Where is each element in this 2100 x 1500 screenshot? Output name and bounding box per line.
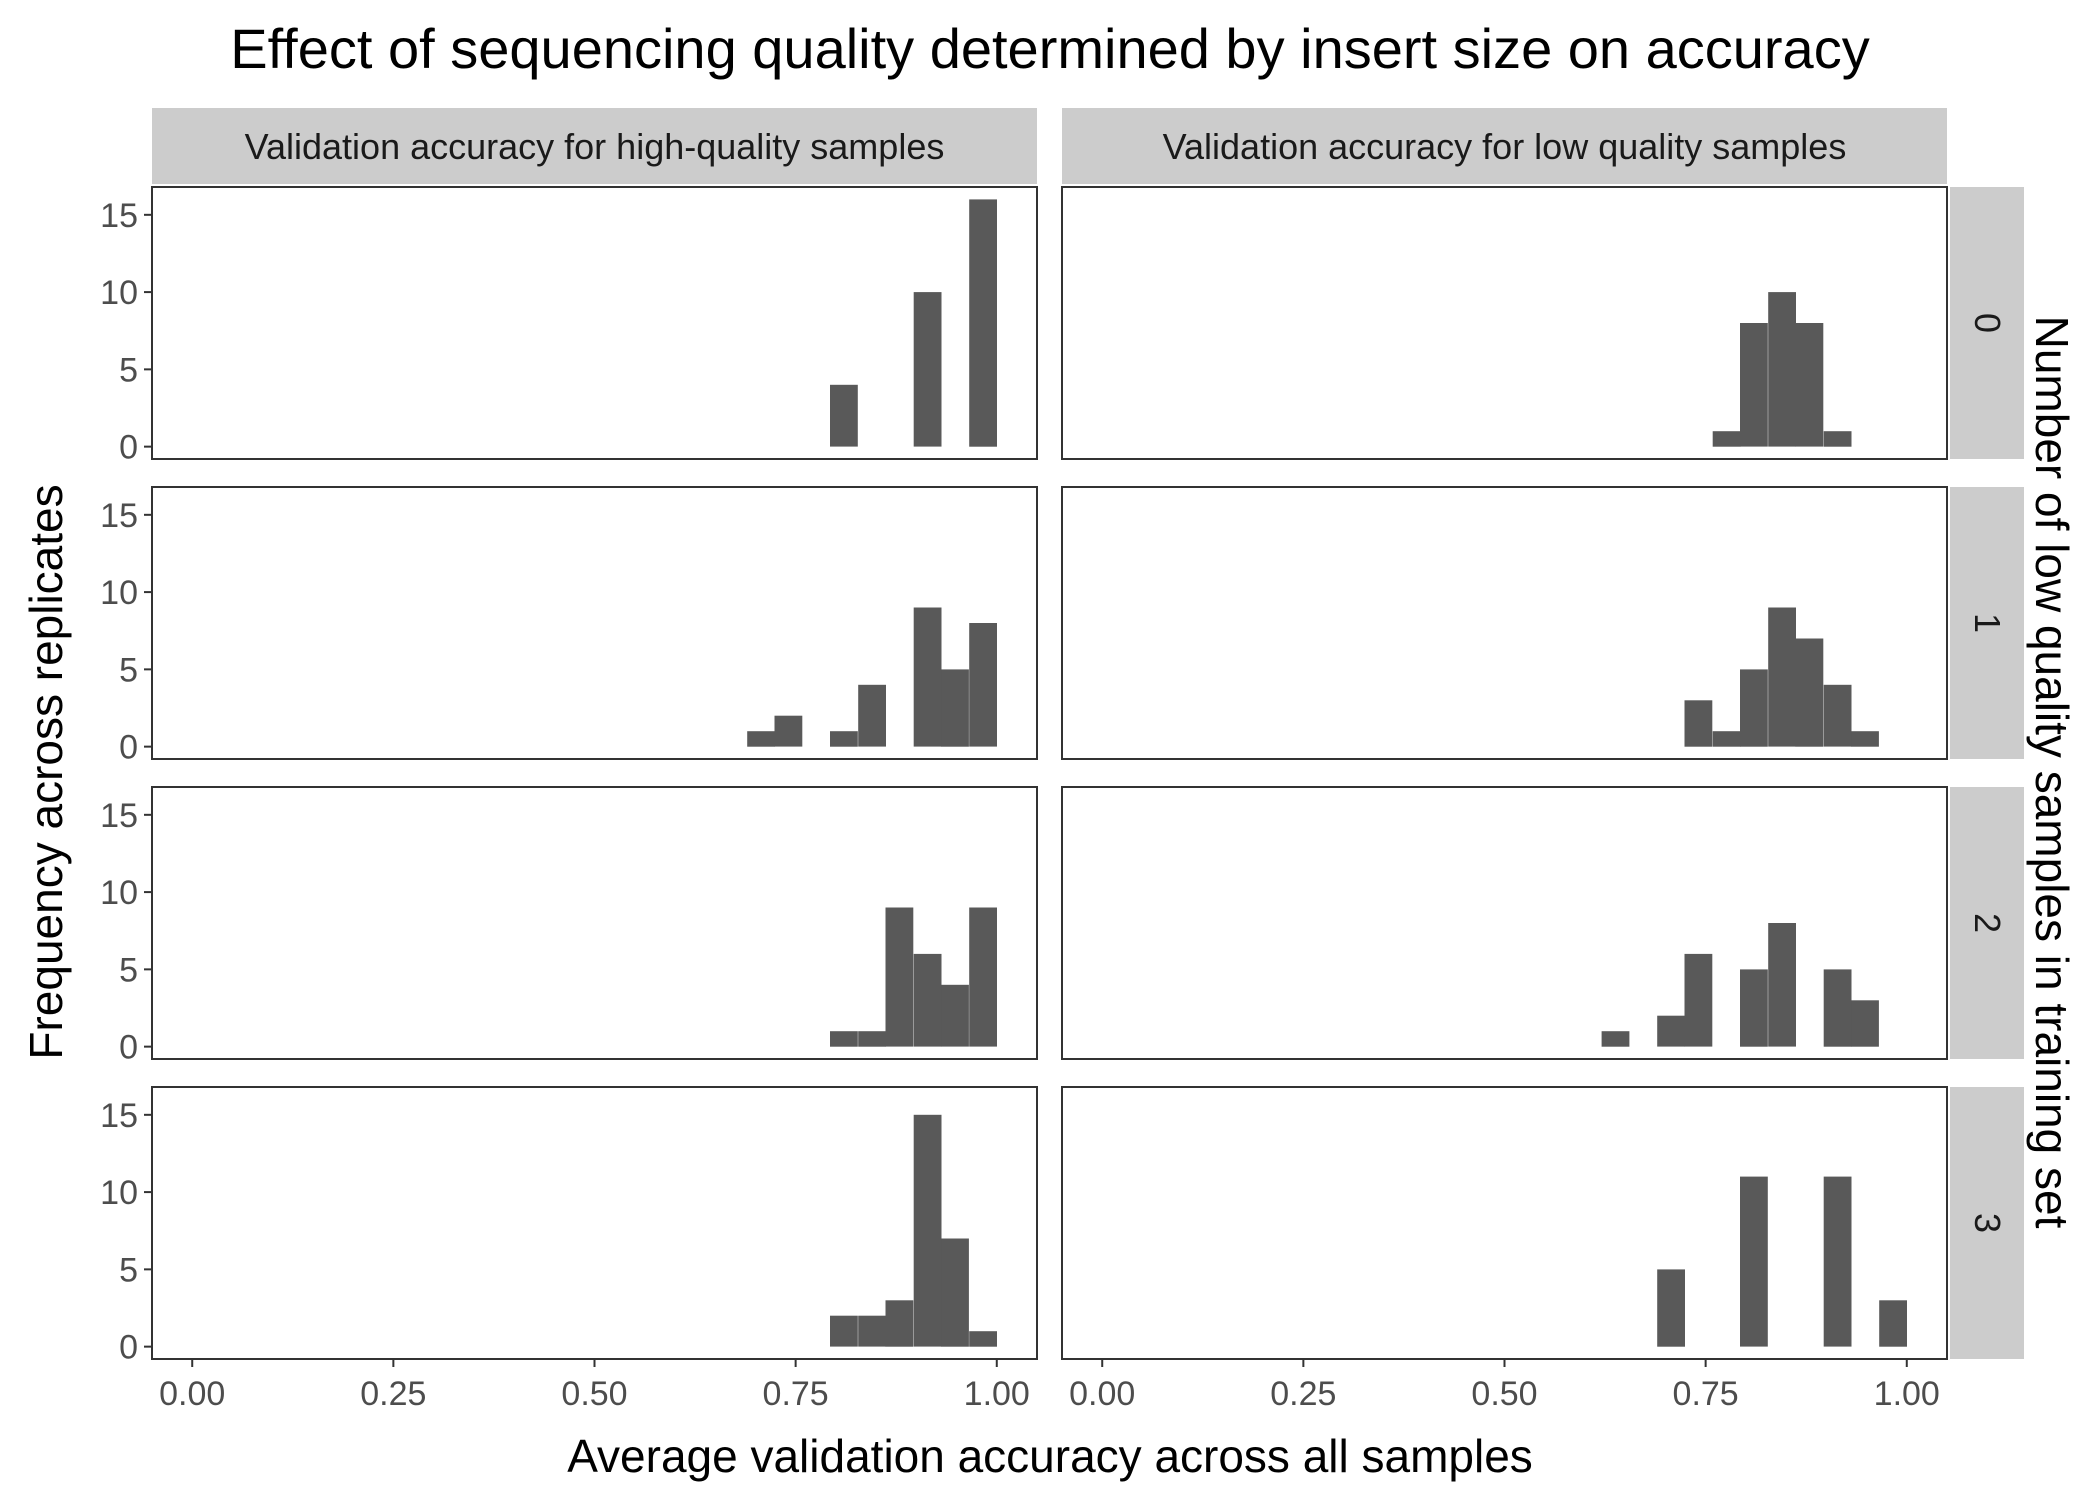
column-strip-2 xyxy=(1062,108,1947,184)
facet-panels: Validation accuracy for high-quality sam… xyxy=(100,108,2024,1413)
histogram-bar xyxy=(969,199,997,447)
histogram-bar xyxy=(1684,700,1713,747)
y-tick-label: 15 xyxy=(100,1097,138,1135)
histogram-bar xyxy=(885,1300,914,1347)
y-tick-label: 10 xyxy=(100,574,138,612)
panel-row3-col2 xyxy=(1061,1086,1948,1360)
histogram-bar xyxy=(747,731,775,747)
y-tick-label: 0 xyxy=(119,729,138,767)
histogram-bar xyxy=(858,1315,886,1347)
histogram-bar xyxy=(913,292,942,447)
histogram-bar xyxy=(1795,323,1824,447)
histogram-bar xyxy=(830,1031,858,1047)
panel-row1-col1 xyxy=(151,486,1038,760)
histogram-bar xyxy=(1684,953,1713,1047)
x-tick-label: 0.00 xyxy=(1069,1375,1135,1413)
row-strip-3 xyxy=(1950,1087,2024,1359)
histogram-bar xyxy=(1823,431,1852,447)
histogram-bar xyxy=(774,715,803,747)
y-tick-label: 0 xyxy=(119,429,138,467)
histogram-bar xyxy=(1823,1176,1852,1347)
x-tick-label: 0.25 xyxy=(360,1375,426,1413)
row-strip-0 xyxy=(1950,187,2024,459)
x-tick-label: 0.25 xyxy=(1270,1375,1336,1413)
y-tick-label: 5 xyxy=(119,651,138,689)
histogram-bar xyxy=(1768,292,1796,447)
row-strip-1 xyxy=(1950,487,2024,759)
panel-row0-col1 xyxy=(151,186,1038,460)
histogram-bar xyxy=(830,384,858,447)
histogram-bar xyxy=(1795,638,1824,747)
y-tick-label: 15 xyxy=(100,797,138,835)
histogram-bar xyxy=(1740,669,1768,747)
histogram-bar xyxy=(1657,1015,1685,1047)
x-tick-label: 1.00 xyxy=(964,1375,1030,1413)
histogram-bar xyxy=(830,1315,858,1347)
histogram-bar xyxy=(969,907,997,1047)
y-tick-label: 10 xyxy=(100,274,138,312)
x-tick-label: 0.50 xyxy=(561,1375,627,1413)
x-tick-label: 1.00 xyxy=(1874,1375,1940,1413)
histogram-bar xyxy=(858,684,886,747)
histogram-bar xyxy=(1712,431,1741,447)
column-strip-1 xyxy=(152,108,1037,184)
row-strip-2 xyxy=(1950,787,2024,1059)
histogram-bar xyxy=(941,984,969,1047)
histogram-bar xyxy=(1740,323,1768,447)
histogram-bar xyxy=(913,607,942,747)
histogram-bar xyxy=(1823,969,1852,1047)
x-tick-label: 0.00 xyxy=(159,1375,225,1413)
histogram-bar xyxy=(1851,731,1879,747)
chart-title: Effect of sequencing quality determined … xyxy=(230,17,1869,80)
histogram-bar xyxy=(1740,969,1768,1047)
y-tick-label: 5 xyxy=(119,351,138,389)
panel-row2-col2 xyxy=(1061,786,1948,1060)
y-tick-label: 10 xyxy=(100,874,138,912)
histogram-bar xyxy=(1768,607,1796,747)
y-tick-label: 10 xyxy=(100,1174,138,1212)
histogram-bar xyxy=(1601,1031,1630,1047)
histogram-bar xyxy=(941,1238,969,1347)
histogram-bar xyxy=(1879,1300,1907,1347)
y-tick-label: 5 xyxy=(119,951,138,989)
histogram-bar xyxy=(1851,1000,1879,1047)
y-tick-label: 5 xyxy=(119,1251,138,1289)
histogram-bar xyxy=(858,1031,886,1047)
y-tick-label: 15 xyxy=(100,197,138,235)
x-tick-label: 0.50 xyxy=(1471,1375,1537,1413)
histogram-bar xyxy=(1657,1269,1685,1347)
y-axis-title: Frequency across replicates xyxy=(20,484,72,1059)
y-tick-label: 15 xyxy=(100,497,138,535)
x-tick-label: 0.75 xyxy=(1673,1375,1739,1413)
y-tick-label: 0 xyxy=(119,1029,138,1067)
row-strip-label-3: 3 xyxy=(1967,1213,2008,1233)
row-strip-label-1: 1 xyxy=(1967,613,2008,633)
histogram-bar xyxy=(913,1114,942,1347)
histogram-bar xyxy=(1823,684,1852,747)
histogram-bar xyxy=(913,953,942,1047)
histogram-bar xyxy=(969,623,997,747)
facet-row-axis-title: Number of low quality samples in trainin… xyxy=(2026,316,2078,1229)
histogram-bar xyxy=(830,731,858,747)
y-tick-label: 0 xyxy=(119,1329,138,1367)
column-strip-label-1: Validation accuracy for high-quality sam… xyxy=(245,126,945,167)
x-axis-title: Average validation accuracy across all s… xyxy=(567,1430,1533,1482)
row-strip-label-2: 2 xyxy=(1967,913,2008,933)
x-tick-label: 0.75 xyxy=(763,1375,829,1413)
histogram-bar xyxy=(1740,1176,1768,1347)
histogram-bar xyxy=(885,907,914,1047)
row-strip-label-0: 0 xyxy=(1967,313,2008,333)
histogram-bar xyxy=(1768,923,1796,1047)
histogram-bar xyxy=(969,1331,997,1347)
histogram-bar xyxy=(941,669,969,747)
column-strip-label-2: Validation accuracy for low quality samp… xyxy=(1163,126,1847,167)
histogram-bar xyxy=(1712,731,1741,747)
